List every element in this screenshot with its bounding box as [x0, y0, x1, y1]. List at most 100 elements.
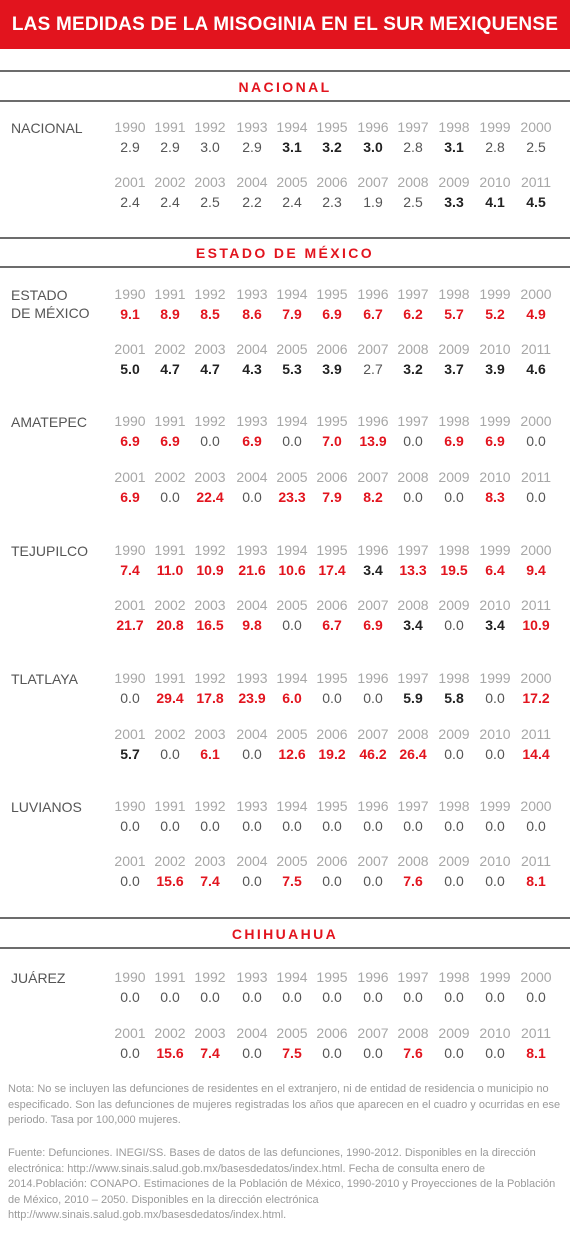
- rate-value: 8.1: [526, 1045, 546, 1061]
- section-title: NACIONAL: [238, 79, 332, 95]
- year-label: 1995: [316, 542, 348, 558]
- rate-value: 3.1: [444, 139, 464, 155]
- year-label: 2003: [194, 853, 226, 869]
- rate-value: 17.2: [522, 690, 550, 706]
- rate-value: 0.0: [120, 818, 140, 834]
- rate-value: 5.2: [485, 306, 505, 322]
- rate-value: 6.7: [363, 306, 383, 322]
- rate-value: 0.0: [363, 818, 383, 834]
- rate-value: 0.0: [526, 489, 546, 505]
- year-label: 1994: [276, 119, 308, 135]
- year-label: 2008: [397, 1025, 429, 1041]
- rate-value: 3.4: [403, 617, 423, 633]
- rate-value: 0.0: [242, 873, 262, 889]
- rate-value: 4.9: [526, 306, 546, 322]
- year-label: 1992: [194, 798, 226, 814]
- year-label: 1992: [194, 969, 226, 985]
- year-label: 2000: [520, 542, 552, 558]
- year-label: 2001: [114, 341, 146, 357]
- rate-value: 2.9: [120, 139, 140, 155]
- year-label: 1993: [236, 969, 268, 985]
- year-label: 1994: [276, 286, 308, 302]
- year-label: 2010: [479, 469, 511, 485]
- rate-value: 0.0: [322, 989, 342, 1005]
- year-label: 2011: [520, 469, 552, 485]
- year-label: 1998: [438, 798, 470, 814]
- rate-value: 0.0: [322, 1045, 342, 1061]
- year-label: 1996: [357, 542, 389, 558]
- rate-value: 2.3: [322, 194, 342, 210]
- year-label: 2003: [194, 341, 226, 357]
- year-label: 2010: [479, 726, 511, 742]
- year-label: 2004: [236, 853, 268, 869]
- year-label: 2009: [438, 726, 470, 742]
- year-label: 2000: [520, 798, 552, 814]
- rate-value: 7.4: [200, 1045, 220, 1061]
- rate-value: 5.7: [444, 306, 464, 322]
- section-rule-top: [0, 70, 570, 72]
- year-label: 2007: [357, 1025, 389, 1041]
- rate-value: 6.9: [485, 433, 505, 449]
- rate-value: 3.9: [485, 361, 505, 377]
- year-label: 2003: [194, 597, 226, 613]
- rate-value: 0.0: [282, 989, 302, 1005]
- rate-value: 0.0: [242, 1045, 262, 1061]
- year-label: 2011: [520, 174, 552, 190]
- year-label: 1993: [236, 413, 268, 429]
- year-label: 1993: [236, 286, 268, 302]
- year-label: 2011: [520, 726, 552, 742]
- rate-value: 8.5: [200, 306, 220, 322]
- rate-value: 7.6: [403, 1045, 423, 1061]
- rate-value: 7.0: [322, 433, 342, 449]
- rate-value: 3.2: [403, 361, 423, 377]
- row-label: LUVIANOS: [11, 799, 82, 815]
- year-label: 2008: [397, 853, 429, 869]
- year-label: 1991: [154, 119, 186, 135]
- year-label: 1997: [397, 542, 429, 558]
- year-label: 2002: [154, 853, 186, 869]
- year-label: 1999: [479, 969, 511, 985]
- row-label: AMATEPEC: [11, 414, 87, 430]
- year-label: 1991: [154, 542, 186, 558]
- year-label: 2005: [276, 726, 308, 742]
- year-label: 1991: [154, 286, 186, 302]
- year-label: 2011: [520, 1025, 552, 1041]
- year-label: 2008: [397, 341, 429, 357]
- rate-value: 4.7: [200, 361, 220, 377]
- year-label: 2010: [479, 174, 511, 190]
- rate-value: 46.2: [359, 746, 387, 762]
- rate-value: 9.8: [242, 617, 262, 633]
- year-label: 2007: [357, 341, 389, 357]
- year-label: 1995: [316, 670, 348, 686]
- section-rule-bottom: [0, 266, 570, 268]
- year-label: 2003: [194, 726, 226, 742]
- year-label: 1994: [276, 413, 308, 429]
- page-title: LAS MEDIDAS DE LA MISOGINIA EN EL SUR ME…: [11, 14, 559, 35]
- year-label: 2003: [194, 1025, 226, 1041]
- rate-value: 0.0: [444, 1045, 464, 1061]
- year-label: 1994: [276, 542, 308, 558]
- year-label: 2010: [479, 597, 511, 613]
- rate-value: 2.5: [403, 194, 423, 210]
- rate-value: 3.0: [200, 139, 220, 155]
- year-label: 1991: [154, 798, 186, 814]
- rate-value: 0.0: [444, 617, 464, 633]
- rate-value: 2.5: [200, 194, 220, 210]
- rate-value: 4.6: [526, 361, 546, 377]
- year-label: 1999: [479, 670, 511, 686]
- rate-value: 0.0: [403, 489, 423, 505]
- rate-value: 10.9: [522, 617, 550, 633]
- year-label: 2006: [316, 341, 348, 357]
- table-note: Nota: No se incluyen las defunciones de …: [8, 1083, 561, 1126]
- year-label: 2000: [520, 670, 552, 686]
- year-label: 2000: [520, 969, 552, 985]
- rate-value: 21.6: [238, 562, 266, 578]
- rate-value: 0.0: [200, 433, 220, 449]
- rate-value: 7.4: [200, 873, 220, 889]
- year-label: 1991: [154, 413, 186, 429]
- rate-value: 10.9: [196, 562, 224, 578]
- year-label: 2010: [479, 1025, 511, 1041]
- year-label: 2010: [479, 853, 511, 869]
- rate-value: 0.0: [485, 873, 505, 889]
- year-label: 1999: [479, 413, 511, 429]
